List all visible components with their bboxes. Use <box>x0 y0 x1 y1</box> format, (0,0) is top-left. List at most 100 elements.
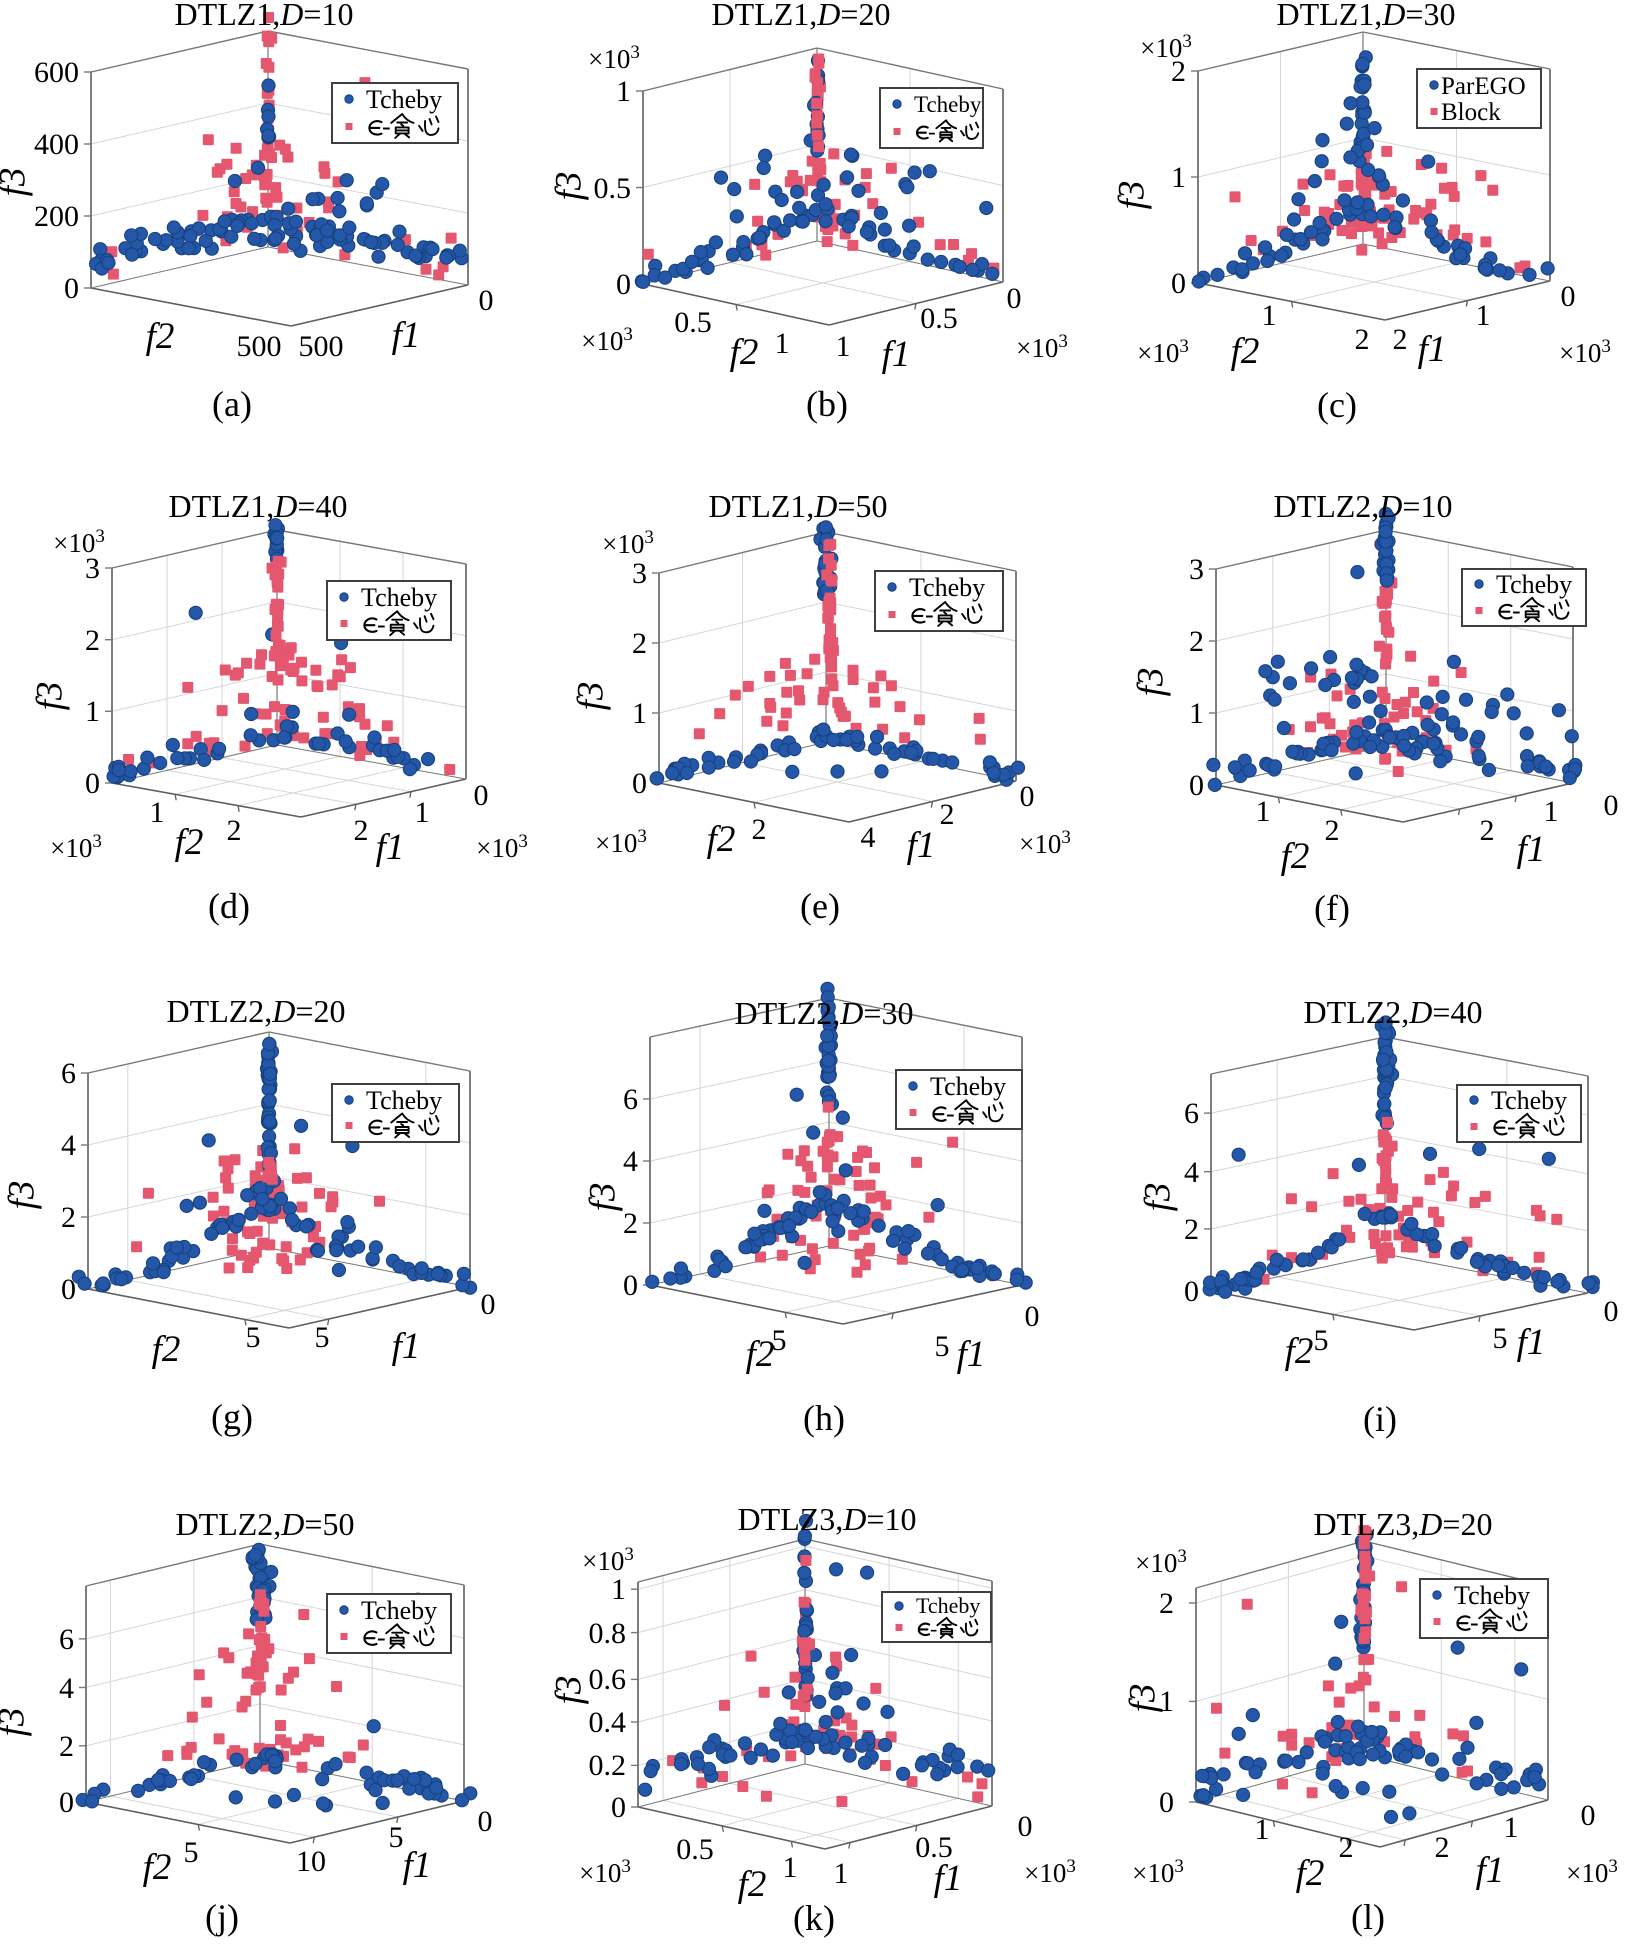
svg-text:f1: f1 <box>907 825 936 866</box>
svg-text:0.5: 0.5 <box>674 306 712 339</box>
svg-text:5: 5 <box>389 1821 404 1854</box>
svg-text:DTLZ1,D=20: DTLZ1,D=20 <box>712 0 891 32</box>
svg-text:f2: f2 <box>730 332 759 373</box>
svg-text:(k): (k) <box>793 1898 835 1938</box>
svg-text:(i): (i) <box>1363 1399 1397 1439</box>
svg-text:Tcheby: Tcheby <box>1491 1086 1567 1115</box>
svg-text:(c): (c) <box>1317 385 1357 425</box>
svg-text:1: 1 <box>611 1573 626 1606</box>
svg-text:3: 3 <box>85 552 100 585</box>
svg-text:0: 0 <box>1581 1799 1596 1832</box>
svg-text:1: 1 <box>775 327 790 360</box>
svg-text:-: - <box>377 1623 386 1652</box>
svg-text:(l): (l) <box>1351 1897 1385 1937</box>
svg-text:1: 1 <box>1159 1685 1174 1718</box>
svg-text:1: 1 <box>85 695 100 728</box>
svg-text:0: 0 <box>1159 1786 1174 1819</box>
svg-text:6: 6 <box>59 1623 74 1656</box>
svg-text:f1: f1 <box>1476 1850 1505 1891</box>
svg-text:Tcheby: Tcheby <box>914 92 982 117</box>
svg-text:4: 4 <box>61 1129 76 1162</box>
svg-text:0.4: 0.4 <box>589 1706 627 1739</box>
svg-text:2: 2 <box>1325 814 1340 847</box>
svg-text:1: 1 <box>1262 299 1277 332</box>
svg-text:500: 500 <box>299 330 344 363</box>
svg-text:1: 1 <box>1189 697 1204 730</box>
svg-text:f3: f3 <box>1137 1183 1178 1212</box>
svg-text:Tcheby: Tcheby <box>930 1072 1006 1101</box>
svg-text:5: 5 <box>1314 1324 1329 1357</box>
svg-text:f2: f2 <box>1281 836 1310 877</box>
svg-text:f3: f3 <box>582 1183 623 1212</box>
svg-text:500: 500 <box>237 330 282 363</box>
svg-text:0: 0 <box>474 779 489 812</box>
svg-text:f1: f1 <box>1517 1322 1546 1363</box>
svg-text:Tcheby: Tcheby <box>1454 1581 1530 1610</box>
svg-text:f2: f2 <box>1296 1853 1325 1894</box>
svg-text:0.2: 0.2 <box>589 1749 627 1782</box>
svg-text:1: 1 <box>150 796 165 829</box>
svg-text:2: 2 <box>227 814 242 847</box>
svg-text:0: 0 <box>632 767 647 800</box>
svg-text:DTLZ1,D=40: DTLZ1,D=40 <box>169 488 348 524</box>
svg-text:DTLZ1,D=30: DTLZ1,D=30 <box>1277 0 1456 32</box>
svg-text:0: 0 <box>59 1786 74 1819</box>
svg-text:400: 400 <box>34 128 79 161</box>
svg-text:2: 2 <box>85 624 100 657</box>
svg-text:4: 4 <box>623 1145 638 1178</box>
svg-text:(d): (d) <box>208 886 250 926</box>
svg-text:2: 2 <box>354 814 369 847</box>
svg-text:f3: f3 <box>1130 668 1171 697</box>
svg-text:f3: f3 <box>0 168 33 197</box>
svg-text:(g): (g) <box>211 1397 253 1437</box>
svg-text:0: 0 <box>1189 769 1204 802</box>
svg-text:0.8: 0.8 <box>589 1617 627 1650</box>
svg-text:0: 0 <box>1018 1810 1033 1843</box>
svg-text:(e): (e) <box>800 886 840 926</box>
svg-text:2: 2 <box>1184 1213 1199 1246</box>
svg-text:f1: f1 <box>392 1326 421 1367</box>
svg-text:0: 0 <box>1020 780 1035 813</box>
svg-text:f1: f1 <box>882 334 911 375</box>
svg-text:f2: f2 <box>175 822 204 863</box>
svg-text:2: 2 <box>752 813 767 846</box>
svg-text:f1: f1 <box>1517 829 1546 870</box>
svg-text:0.6: 0.6 <box>589 1663 627 1696</box>
svg-text:Block: Block <box>1441 99 1501 126</box>
svg-text:3: 3 <box>1189 553 1204 586</box>
svg-text:0: 0 <box>1171 267 1186 300</box>
svg-text:(b): (b) <box>806 384 848 424</box>
svg-text:1: 1 <box>415 796 430 829</box>
svg-text:5: 5 <box>1493 1322 1508 1355</box>
svg-text:0: 0 <box>479 284 494 317</box>
svg-text:-: - <box>382 112 391 141</box>
svg-text:0.5: 0.5 <box>915 1831 953 1864</box>
svg-text:f3: f3 <box>29 682 70 711</box>
svg-text:0: 0 <box>478 1805 493 1838</box>
svg-text:0.5: 0.5 <box>920 302 958 335</box>
svg-text:4: 4 <box>861 821 876 854</box>
svg-text:-: - <box>930 1616 937 1641</box>
svg-text:f3: f3 <box>548 172 589 201</box>
svg-text:DTLZ3,D=10: DTLZ3,D=10 <box>738 1501 917 1537</box>
svg-text:0: 0 <box>1561 280 1576 313</box>
svg-text:DTLZ3,D=20: DTLZ3,D=20 <box>1314 1506 1493 1542</box>
svg-text:f2: f2 <box>707 819 736 860</box>
svg-text:2: 2 <box>1339 1831 1354 1864</box>
svg-text:-: - <box>1507 1112 1516 1141</box>
svg-text:Tcheby: Tcheby <box>361 1596 437 1625</box>
svg-text:5: 5 <box>246 1321 261 1354</box>
svg-text:-: - <box>928 119 936 144</box>
svg-text:f1: f1 <box>1418 329 1447 370</box>
svg-text:0: 0 <box>85 767 100 800</box>
svg-text:f1: f1 <box>934 1858 963 1899</box>
svg-text:ParEGO: ParEGO <box>1441 73 1526 100</box>
svg-text:DTLZ2,D=50: DTLZ2,D=50 <box>176 1506 355 1542</box>
svg-text:2: 2 <box>1189 625 1204 658</box>
svg-text:DTLZ1,D=50: DTLZ1,D=50 <box>709 488 888 524</box>
svg-text:6: 6 <box>623 1083 638 1116</box>
svg-text:-: - <box>1470 1608 1479 1637</box>
svg-text:2: 2 <box>623 1207 638 1240</box>
svg-text:×103: ×103 <box>1559 336 1611 368</box>
svg-text:f2: f2 <box>143 1847 172 1888</box>
